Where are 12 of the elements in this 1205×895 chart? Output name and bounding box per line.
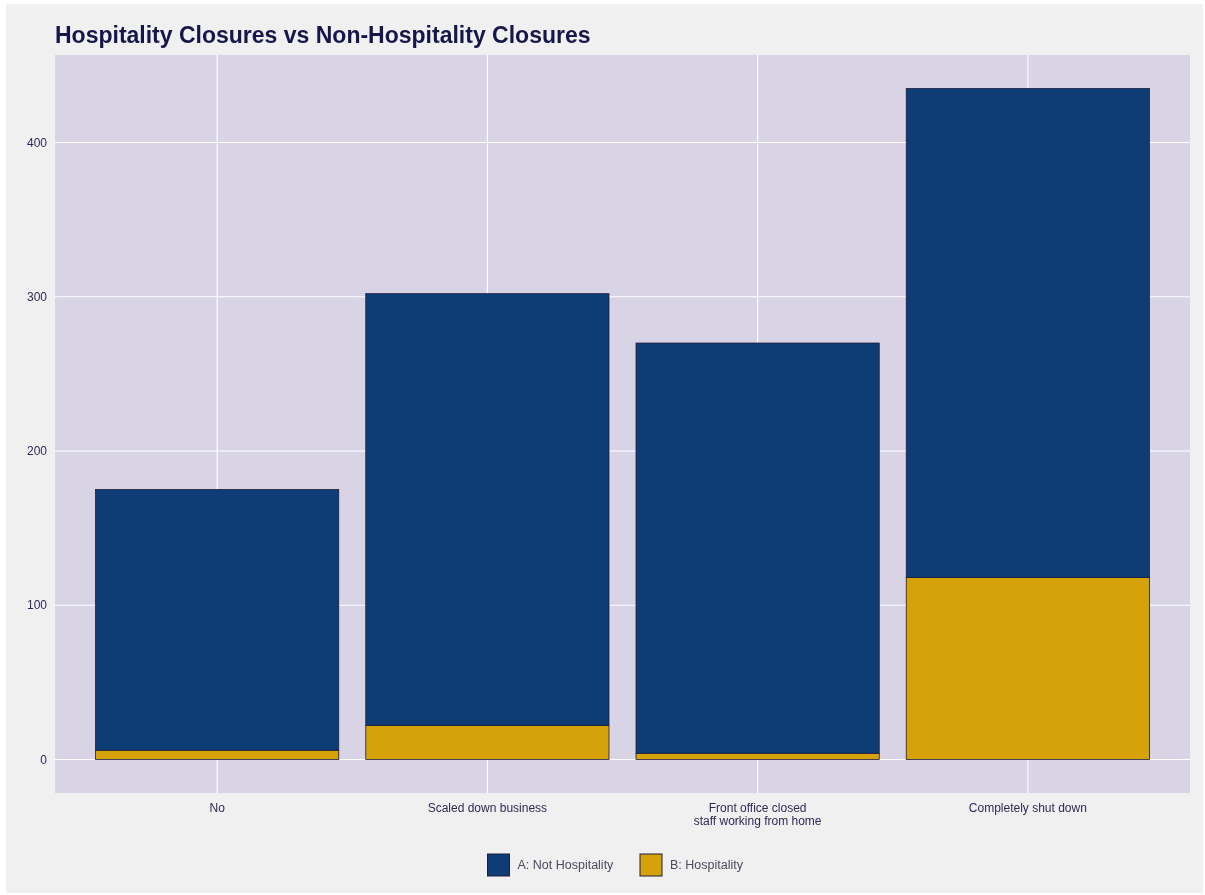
y-tick-label: 100	[26, 598, 48, 613]
x-tick-label: Front office closed staff working from home	[693, 801, 822, 828]
y-tick-label: 200	[26, 444, 48, 459]
chart-title: Hospitality Closures vs Non-Hospitality Closures	[55, 22, 591, 48]
x-tick-label: No	[209, 801, 226, 815]
y-tick-label: 300	[26, 289, 48, 304]
y-tick-label: 0	[40, 752, 48, 767]
y-tick-label: 400	[26, 135, 48, 150]
legend-label: A: Not Hospitality	[517, 858, 615, 873]
x-tick-label: Scaled down business	[427, 801, 548, 815]
x-tick-label: Completely shut down	[968, 801, 1087, 815]
legend-label: B: Hospitality	[670, 858, 744, 873]
